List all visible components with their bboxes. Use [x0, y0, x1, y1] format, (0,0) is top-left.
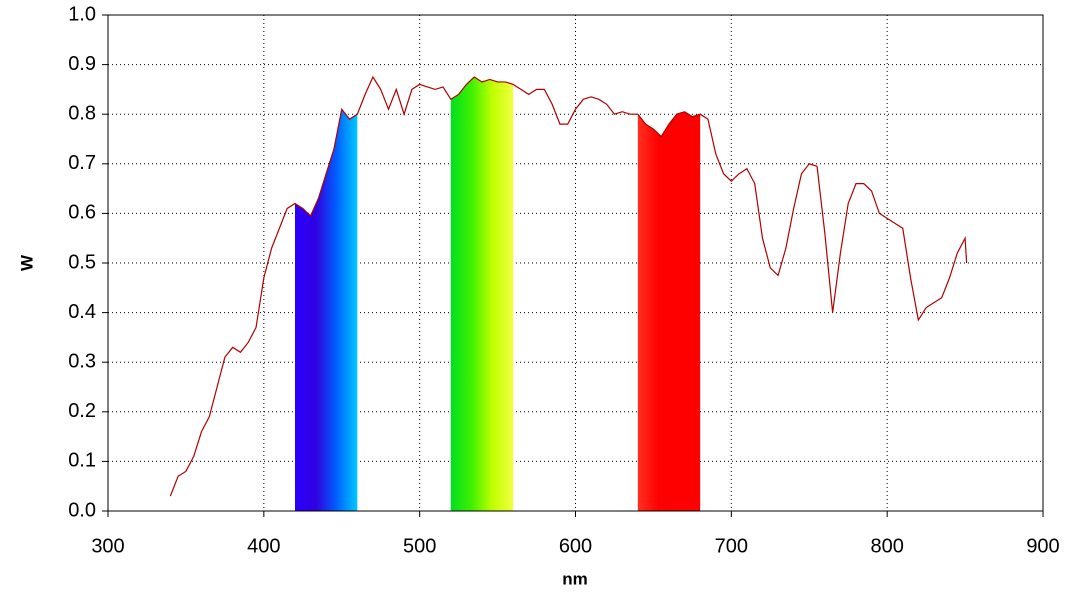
x-tick-label: 400 — [247, 535, 280, 557]
x-tick-label: 800 — [870, 535, 903, 557]
spectral-band — [450, 77, 514, 511]
plot-frame — [107, 14, 1044, 512]
y-axis-label: W — [17, 254, 36, 271]
y-tick-label: 0.0 — [68, 499, 96, 521]
x-axis-label: nm — [562, 569, 588, 588]
line — [169, 75, 968, 497]
y-tick-label: 0.9 — [68, 53, 96, 75]
x-tick-label: 900 — [1026, 535, 1059, 557]
y-tick-label: 0.2 — [68, 400, 96, 422]
spectral-band — [637, 111, 701, 511]
y-tick-label: 0.4 — [68, 301, 96, 323]
y-tick-label: 0.1 — [68, 450, 96, 472]
y-tick-label: 1.0 — [68, 3, 96, 25]
y-tick-label: 0.3 — [68, 350, 96, 372]
spectral-band — [295, 109, 358, 512]
y-tick-label: 0.6 — [68, 202, 96, 224]
x-tick-label: 500 — [403, 535, 436, 557]
x-tick-label: 300 — [91, 535, 124, 557]
y-tick-label: 0.7 — [68, 152, 96, 174]
y-tick-label: 0.8 — [68, 102, 96, 124]
x-tick-label: 600 — [559, 535, 592, 557]
x-tick-label: 700 — [715, 535, 748, 557]
y-tick-label: 0.5 — [68, 251, 96, 273]
